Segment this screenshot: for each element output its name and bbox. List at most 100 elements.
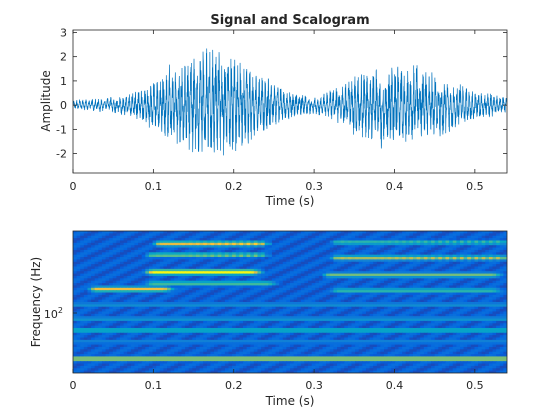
heatmap-cell — [91, 285, 96, 289]
heatmap-cell — [311, 233, 316, 237]
heatmap-cell — [109, 231, 114, 234]
heatmap-cell — [441, 283, 447, 287]
heatmap-cell — [376, 259, 382, 263]
heatmap-cell — [329, 273, 334, 277]
heatmap-cell — [315, 306, 320, 310]
heatmap-cell — [420, 285, 425, 289]
heatmap-cell — [116, 242, 121, 246]
heatmap-cell — [156, 233, 161, 237]
heatmap-cell — [496, 309, 501, 313]
heatmap-cell — [326, 273, 331, 277]
heatmap-cell — [496, 283, 501, 287]
heatmap-cell — [394, 290, 400, 294]
heatmap-cell — [391, 302, 396, 305]
heatmap-cell — [87, 242, 92, 246]
heatmap-cell — [499, 306, 504, 310]
heatmap-cell — [170, 309, 175, 313]
heatmap-cell — [405, 231, 410, 234]
heatmap-cell — [496, 249, 501, 253]
heatmap-cell — [152, 297, 157, 301]
heatmap-cell — [105, 323, 110, 327]
heatmap-cell — [362, 311, 367, 315]
heatmap-cell — [73, 297, 78, 301]
heatmap-cell — [373, 254, 378, 258]
heatmap-cell — [420, 271, 425, 275]
heatmap-cell — [188, 235, 193, 239]
heatmap-cell — [402, 245, 407, 249]
heatmap-cell — [315, 252, 320, 256]
signal-y-tick-label: -2 — [56, 148, 67, 161]
heatmap-cell — [170, 304, 175, 308]
heatmap-cell — [452, 235, 457, 239]
heatmap-cell — [362, 302, 367, 305]
heatmap-cell — [347, 252, 353, 256]
heatmap-cell — [308, 323, 313, 327]
heatmap-cell — [412, 261, 418, 265]
heatmap-cell — [87, 299, 92, 303]
heatmap-cell — [250, 280, 255, 284]
heatmap-cell — [185, 283, 190, 287]
heatmap-cell — [402, 271, 407, 275]
heatmap-cell — [206, 320, 212, 324]
heatmap-cell — [394, 233, 400, 237]
heatmap-cell — [177, 266, 183, 270]
heatmap-cell — [94, 280, 99, 284]
heatmap-cell — [496, 294, 501, 298]
heatmap-cell — [412, 242, 418, 246]
heatmap-cell — [145, 299, 150, 303]
heatmap-cell — [123, 292, 128, 296]
heatmap-cell — [355, 306, 360, 310]
heatmap-cell — [174, 254, 179, 258]
heatmap-cell — [449, 285, 454, 289]
heatmap-cell — [203, 278, 208, 282]
heatmap-cell — [130, 294, 136, 298]
heatmap-cell — [344, 290, 349, 294]
heatmap-cell — [405, 264, 410, 268]
heatmap-cell — [398, 297, 403, 301]
heatmap-cell — [101, 292, 107, 296]
heatmap-cell — [329, 287, 334, 291]
heatmap-cell — [138, 257, 143, 260]
heatmap-cell — [358, 238, 363, 242]
heatmap-cell — [340, 238, 345, 242]
heatmap-cell — [235, 242, 240, 246]
heatmap-cell — [163, 254, 168, 258]
heatmap-cell — [271, 306, 277, 310]
heatmap-cell — [358, 240, 363, 244]
heatmap-cell — [326, 259, 331, 263]
heatmap-cell — [365, 292, 371, 296]
heatmap-cell — [318, 278, 324, 282]
heatmap-cell — [293, 254, 298, 258]
heatmap-cell — [145, 231, 150, 234]
heatmap-cell — [459, 302, 465, 305]
heatmap-cell — [481, 259, 486, 263]
heatmap-cell — [474, 280, 479, 284]
heatmap-cell — [181, 261, 186, 265]
heatmap-cell — [239, 309, 244, 313]
heatmap-cell — [116, 320, 121, 324]
heatmap-cell — [351, 259, 356, 263]
heatmap-cell — [214, 311, 219, 315]
heatmap-cell — [199, 318, 204, 322]
heatmap-cell — [496, 299, 501, 303]
heatmap-cell — [206, 278, 212, 282]
heatmap-cell — [376, 264, 382, 268]
heatmap-cell — [409, 247, 414, 251]
heatmap-cell — [503, 280, 507, 284]
heatmap-cell — [275, 304, 280, 308]
heatmap-cell — [271, 299, 277, 303]
heatmap-cell — [167, 316, 172, 320]
heatmap-cell — [452, 247, 457, 251]
heatmap-cell — [195, 259, 201, 263]
heatmap-cell — [167, 264, 172, 268]
heatmap-cell — [156, 247, 161, 251]
heatmap-cell — [456, 247, 461, 251]
heatmap-cell — [362, 264, 367, 268]
heatmap-cell — [91, 240, 96, 244]
heatmap-cell — [452, 233, 457, 237]
heatmap-cell — [242, 297, 248, 301]
heatmap-cell — [73, 264, 78, 268]
heatmap-cell — [98, 233, 103, 237]
heatmap-cell — [105, 231, 110, 234]
heatmap-cell — [250, 306, 255, 310]
